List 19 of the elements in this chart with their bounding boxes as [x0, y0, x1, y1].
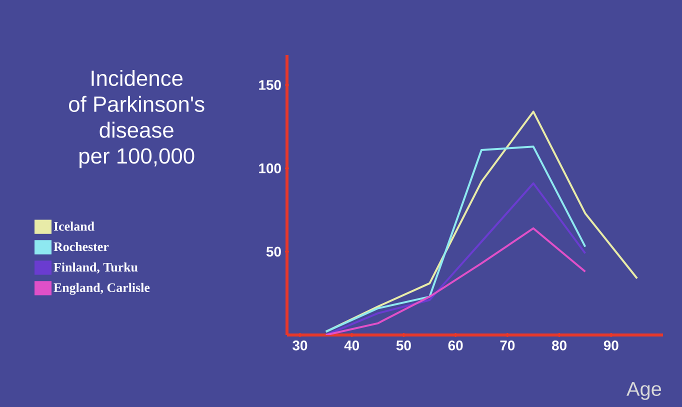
x-tick-label: 50: [396, 340, 411, 350]
x-tick-label: 40: [344, 340, 360, 350]
line-series: [324, 182, 586, 335]
x-axis-title: Age: [626, 382, 662, 400]
x-tick-label: 80: [552, 340, 566, 350]
legend-label: Iceland: [54, 222, 94, 231]
legend-label: England, Carlisle: [54, 282, 150, 295]
x-tick-label: 90: [604, 340, 618, 350]
y-tick-label: 150: [259, 80, 281, 90]
y-tick-label: 50: [266, 246, 281, 257]
text: Incidence of Parkinson's disease per 100,000: [69, 70, 204, 168]
line-series: [324, 227, 586, 335]
x-tick-label: 60: [448, 340, 463, 350]
y-tick-label: 100: [259, 163, 281, 174]
legend-label: Finland, Turku: [54, 262, 138, 274]
x-tick-label: 70: [500, 340, 515, 350]
legend-label: Rochester: [54, 242, 109, 252]
line-series: [324, 146, 586, 333]
x-tick-label: 30: [292, 340, 308, 350]
